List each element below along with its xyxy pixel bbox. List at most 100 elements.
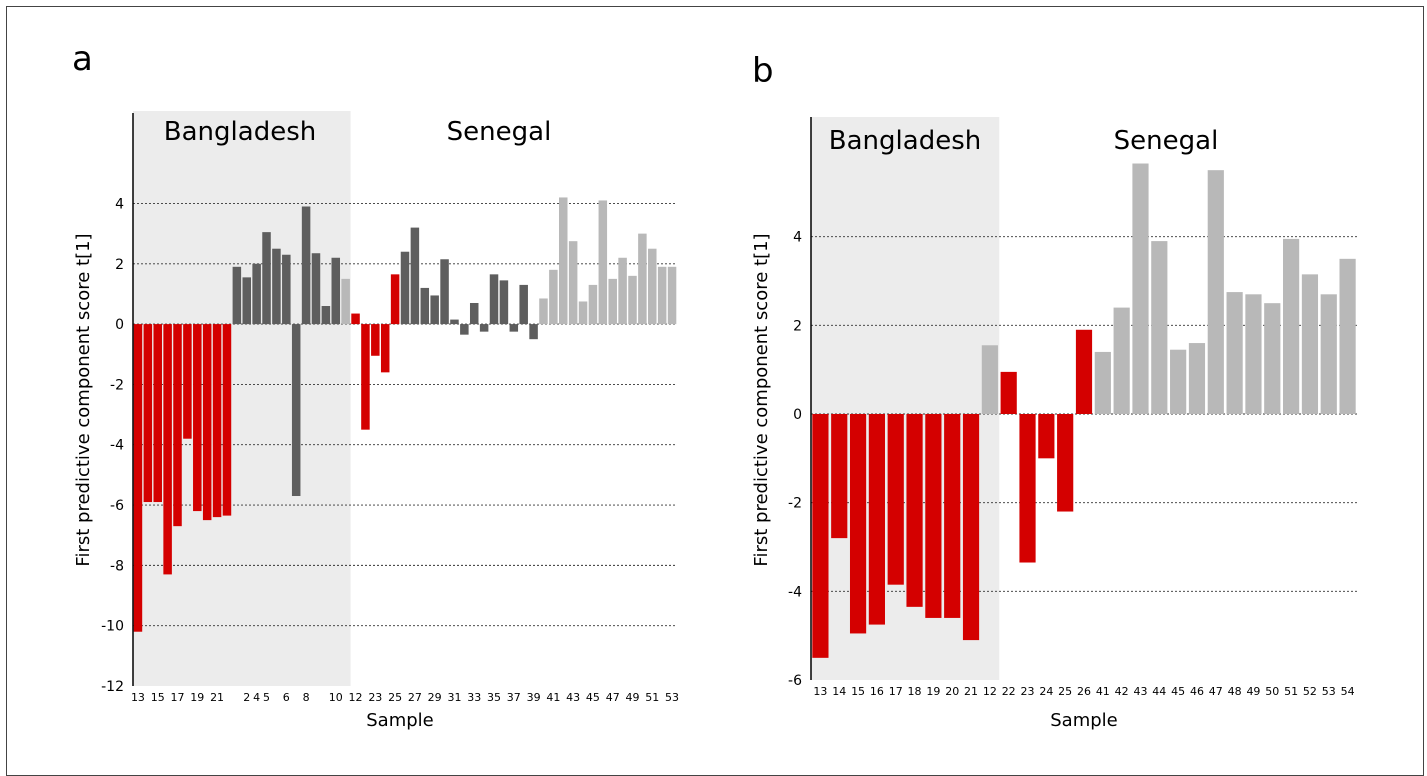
panel-a-y-axis-title: First predictive component score t[1] bbox=[73, 233, 94, 566]
x-tick-label: 47 bbox=[606, 691, 620, 704]
bar bbox=[1151, 241, 1168, 414]
x-tick-label: 17 bbox=[171, 691, 185, 704]
panel-a-region-senegal: Senegal bbox=[447, 117, 552, 147]
bar bbox=[1170, 349, 1187, 414]
bar bbox=[163, 324, 172, 575]
bar bbox=[1188, 343, 1206, 414]
bar bbox=[410, 227, 420, 325]
bar bbox=[1057, 414, 1074, 512]
x-tick-label: 45 bbox=[1171, 685, 1185, 698]
x-tick-label: 31 bbox=[447, 691, 461, 704]
panel-a-x-ticks: 13 15 17 19 21 2 4 5 6 8 10 12 23 25 27 29 31 33 35 37 39 41 4… bbox=[131, 691, 679, 704]
bar bbox=[1019, 414, 1036, 563]
bar bbox=[143, 324, 153, 503]
panel-b-letter: b bbox=[752, 51, 774, 91]
x-tick-label: 53 bbox=[1322, 685, 1336, 698]
x-tick-label: 8 bbox=[303, 691, 310, 704]
x-tick-label: 41 bbox=[546, 691, 560, 704]
bar bbox=[469, 302, 479, 325]
bar bbox=[301, 206, 311, 325]
x-tick-label: 39 bbox=[527, 691, 541, 704]
bar bbox=[242, 277, 251, 325]
bar bbox=[1207, 170, 1224, 414]
x-tick-label: 47 bbox=[1209, 685, 1223, 698]
bar bbox=[1264, 303, 1281, 414]
x-tick-label: 25 bbox=[1058, 685, 1072, 698]
x-tick-label: 25 bbox=[388, 691, 402, 704]
x-tick-label: 54 bbox=[1341, 685, 1355, 698]
y-tick-label: -12 bbox=[101, 679, 124, 695]
bar bbox=[887, 414, 904, 585]
x-tick-label: 49 bbox=[1246, 685, 1260, 698]
x-tick-label: 48 bbox=[1228, 685, 1242, 698]
bar bbox=[460, 324, 469, 335]
bar bbox=[1283, 238, 1300, 414]
x-tick-label: 23 bbox=[1021, 685, 1035, 698]
bar bbox=[1320, 294, 1337, 414]
x-tick-label: 2 bbox=[243, 691, 250, 704]
bar bbox=[578, 301, 588, 325]
y-tick-label: -8 bbox=[110, 558, 124, 574]
bar bbox=[549, 269, 558, 325]
bar bbox=[608, 278, 617, 325]
x-tick-label: 24 bbox=[1039, 685, 1053, 698]
bar bbox=[657, 266, 667, 325]
panel-b-y-ticks: -6 -4 -2 0 2 4 bbox=[788, 230, 802, 689]
x-tick-label: 27 bbox=[408, 691, 422, 704]
bar bbox=[489, 274, 499, 325]
x-tick-label: 50 bbox=[1265, 685, 1279, 698]
y-tick-label: -4 bbox=[110, 438, 124, 454]
bar bbox=[390, 274, 400, 325]
x-tick-label: 49 bbox=[625, 691, 639, 704]
x-tick-label: 51 bbox=[1284, 685, 1298, 698]
x-tick-label: 42 bbox=[1115, 685, 1129, 698]
x-tick-label: 5 bbox=[263, 691, 270, 704]
bar bbox=[981, 345, 998, 414]
y-tick-label: 4 bbox=[793, 230, 802, 246]
bar bbox=[173, 324, 182, 527]
x-tick-label: 46 bbox=[1190, 685, 1204, 698]
bar bbox=[1038, 414, 1055, 459]
x-tick-label: 43 bbox=[1133, 685, 1147, 698]
y-tick-label: -2 bbox=[110, 377, 124, 393]
bar bbox=[944, 414, 961, 618]
x-tick-label: 16 bbox=[870, 685, 884, 698]
y-tick-label: 2 bbox=[793, 318, 802, 334]
bar bbox=[1226, 292, 1243, 414]
panel-a-region-bangladesh: Bangladesh bbox=[164, 117, 316, 147]
bar bbox=[588, 284, 598, 325]
y-tick-label: -4 bbox=[788, 584, 802, 600]
bar bbox=[831, 414, 848, 539]
y-tick-label: 4 bbox=[115, 196, 124, 212]
panel-b-x-axis-title: Sample bbox=[1050, 710, 1118, 731]
panel-b-y-axis-title: First predictive component score t[1] bbox=[751, 233, 772, 566]
bar bbox=[638, 233, 647, 325]
bar bbox=[962, 414, 980, 641]
y-tick-label: 0 bbox=[793, 407, 802, 423]
x-tick-label: 41 bbox=[1096, 685, 1110, 698]
x-tick-label: 10 bbox=[329, 691, 343, 704]
x-tick-label: 52 bbox=[1303, 685, 1317, 698]
x-tick-label: 23 bbox=[368, 691, 382, 704]
y-tick-label: -6 bbox=[788, 673, 802, 689]
bar bbox=[479, 324, 489, 332]
panel-a-x-axis-title: Sample bbox=[366, 710, 434, 731]
bar bbox=[539, 298, 548, 325]
panel-b-region-senegal: Senegal bbox=[1114, 126, 1219, 156]
bar bbox=[1000, 371, 1017, 414]
panel-a-bars bbox=[133, 197, 677, 632]
bar bbox=[925, 414, 942, 618]
x-tick-label: 35 bbox=[487, 691, 501, 704]
bar bbox=[499, 280, 509, 325]
x-tick-label: 51 bbox=[645, 691, 659, 704]
x-tick-label: 19 bbox=[926, 685, 940, 698]
bar bbox=[202, 324, 212, 521]
x-tick-label: 6 bbox=[283, 691, 290, 704]
panel-b-region-bangladesh: Bangladesh bbox=[829, 126, 981, 156]
bar bbox=[628, 275, 637, 325]
bar bbox=[252, 263, 261, 325]
panel-a-letter: a bbox=[72, 39, 93, 79]
bar bbox=[133, 324, 143, 632]
